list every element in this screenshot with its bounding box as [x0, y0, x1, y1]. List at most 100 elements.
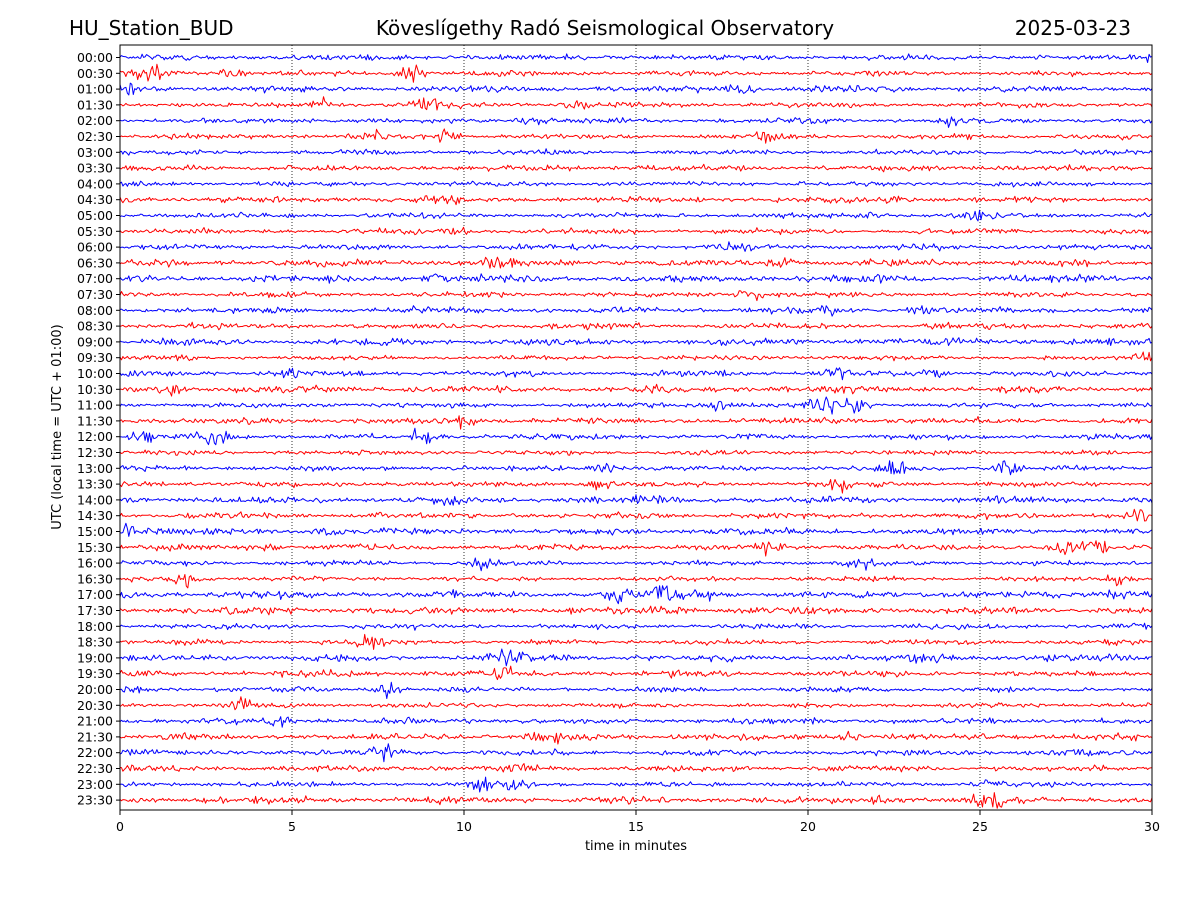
date-label: 2025-03-23: [1015, 16, 1131, 40]
row-label: 05:30: [77, 224, 113, 239]
trace-0500: [119, 209, 1153, 222]
trace-0200: [119, 116, 1153, 128]
row-label: 12:00: [77, 429, 113, 444]
station-name: HU_Station_BUD: [69, 16, 234, 40]
row-label: 21:00: [77, 714, 113, 729]
trace-1030: [119, 383, 1153, 397]
x-tick-label: 30: [1144, 819, 1160, 834]
trace-group: [119, 53, 1153, 809]
row-label: 13:30: [77, 477, 113, 492]
row-label: 02:30: [77, 129, 113, 144]
trace-1130: [119, 415, 1153, 430]
trace-0030: [119, 63, 1153, 83]
trace-1330: [119, 479, 1153, 494]
trace-1630: [119, 574, 1153, 589]
x-tick-label: 15: [628, 819, 644, 834]
row-label: 10:00: [77, 366, 113, 381]
row-label: 18:30: [77, 635, 113, 650]
row-label: 15:30: [77, 540, 113, 555]
trace-1600: [120, 557, 1153, 572]
trace-0800: [119, 305, 1153, 317]
row-label: 23:30: [77, 793, 113, 808]
row-labels: 00:0000:3001:0001:3002:0002:3003:0003:30…: [77, 50, 120, 808]
trace-0130: [119, 96, 1153, 111]
row-label: 17:30: [77, 603, 113, 618]
trace-1730: [119, 605, 1153, 616]
row-label: 08:00: [77, 303, 113, 318]
trace-1530: [119, 540, 1153, 557]
trace-0400: [119, 180, 1153, 188]
trace-0700: [119, 273, 1153, 284]
trace-1400: [119, 494, 1153, 506]
trace-2230: [119, 763, 1153, 773]
row-label: 04:30: [77, 192, 113, 207]
row-label: 11:00: [77, 398, 113, 413]
row-label: 11:30: [77, 413, 113, 428]
row-label: 19:30: [77, 666, 113, 681]
row-label: 16:30: [77, 571, 113, 586]
row-label: 15:00: [77, 524, 113, 539]
x-axis-ticks: 0 5 10 15 20 25 30: [116, 810, 1160, 834]
x-tick-label: 0: [116, 819, 124, 834]
row-label: 21:30: [77, 729, 113, 744]
row-label: 22:30: [77, 761, 113, 776]
trace-1900: [119, 648, 1153, 667]
trace-2300: [119, 776, 1153, 793]
row-label: 00:30: [77, 66, 113, 81]
x-tick-label: 5: [288, 819, 296, 834]
trace-0430: [119, 195, 1153, 206]
trace-0300: [119, 148, 1153, 156]
trace-0100: [119, 82, 1153, 96]
row-label: 23:00: [77, 777, 113, 792]
row-label: 03:00: [77, 145, 113, 160]
trace-1930: [119, 665, 1153, 681]
row-label: 13:00: [77, 461, 113, 476]
trace-2330: [119, 792, 1153, 809]
x-tick-label: 25: [972, 819, 988, 834]
row-label: 04:00: [77, 176, 113, 191]
row-label: 05:00: [77, 208, 113, 223]
row-label: 18:00: [77, 619, 113, 634]
row-label: 00:00: [77, 50, 113, 65]
trace-1430: [119, 508, 1153, 522]
row-label: 09:30: [77, 350, 113, 365]
trace-0230: [119, 128, 1153, 144]
trace-1830: [119, 633, 1153, 650]
vertical-grid: [291, 45, 981, 810]
trace-1700: [119, 585, 1153, 605]
trace-0330: [119, 163, 1153, 173]
row-label: 19:00: [77, 650, 113, 665]
row-label: 07:00: [77, 271, 113, 286]
row-label: 08:30: [77, 319, 113, 334]
row-label: 06:30: [77, 255, 113, 270]
trace-2130: [119, 730, 1153, 745]
trace-1500: [119, 522, 1153, 537]
trace-2200: [119, 743, 1153, 763]
row-label: 10:30: [77, 382, 113, 397]
trace-0830: [119, 321, 1153, 331]
trace-1300: [119, 460, 1153, 476]
row-label: 17:00: [77, 587, 113, 602]
trace-1000: [119, 367, 1153, 381]
row-label: 20:30: [77, 698, 113, 713]
trace-0600: [119, 241, 1153, 252]
row-label: 20:00: [77, 682, 113, 697]
row-label: 14:30: [77, 508, 113, 523]
trace-1200: [119, 427, 1153, 446]
row-label: 03:30: [77, 161, 113, 176]
plot-frame: [119, 44, 1153, 811]
row-label: 16:00: [77, 556, 113, 571]
trace-0530: [119, 226, 1153, 236]
row-label: 14:00: [77, 492, 113, 507]
trace-2100: [119, 716, 1153, 728]
trace-1800: [119, 622, 1153, 631]
row-label: 12:30: [77, 445, 113, 460]
trace-2030: [119, 696, 1153, 711]
y-axis-label: UTC (local time = UTC + 01:00): [50, 324, 65, 529]
trace-0900: [119, 337, 1153, 347]
observatory-title: Köveslígethy Radó Seismological Observat…: [376, 16, 834, 40]
row-label: 02:00: [77, 113, 113, 128]
x-tick-label: 10: [456, 819, 472, 834]
row-label: 01:30: [77, 97, 113, 112]
